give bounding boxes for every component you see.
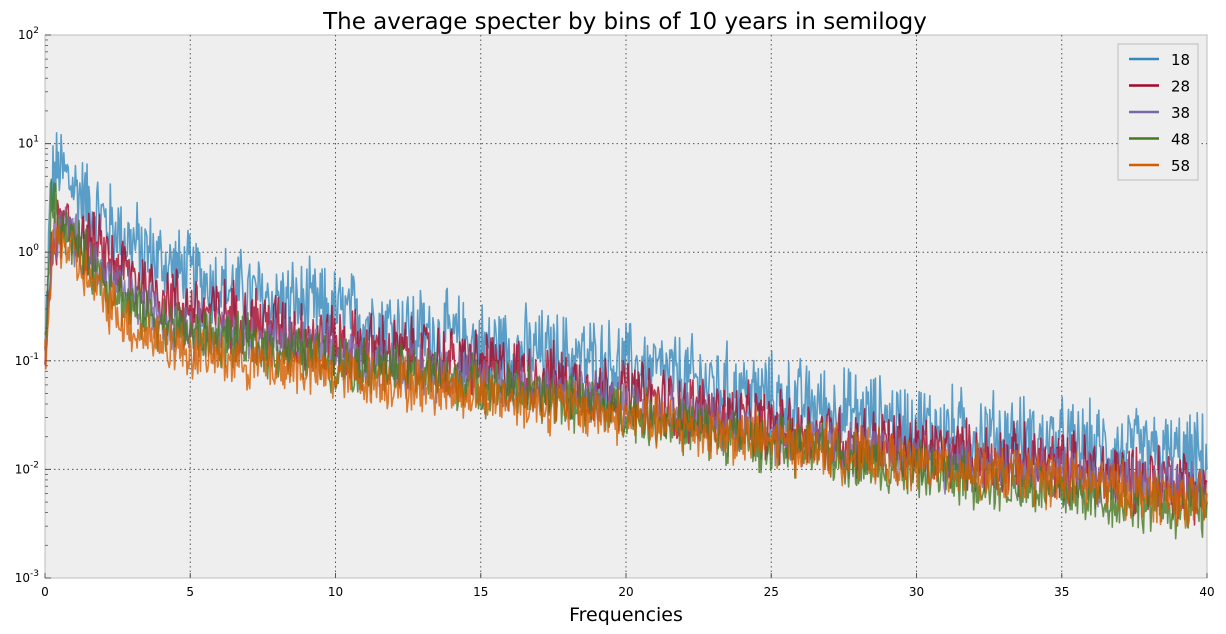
x-tick-label: 10 [328, 585, 343, 599]
series-line-58 [44, 223, 1208, 529]
legend: 18 28 38 48 58 [1117, 43, 1199, 181]
y-tick-label: 100 [18, 243, 39, 259]
x-tick-label: 15 [473, 585, 488, 599]
x-tick-label: 30 [909, 585, 924, 599]
legend-label-48: 48 [1171, 131, 1190, 149]
x-tick-label: 5 [186, 585, 194, 599]
y-tick-label: 10-1 [15, 352, 39, 368]
y-tick-label: 101 [18, 135, 39, 151]
x-tick-label: 25 [764, 585, 779, 599]
legend-label-58: 58 [1171, 157, 1190, 175]
y-tick-label: 10-3 [15, 569, 39, 585]
x-axis-label: Frequencies [569, 604, 683, 626]
legend-label-28: 28 [1171, 78, 1190, 96]
series-group [44, 132, 1208, 540]
legend-label-38: 38 [1171, 104, 1190, 122]
y-tick-label: 10-2 [15, 460, 39, 476]
x-tick-label: 0 [41, 585, 49, 599]
x-tick-label: 40 [1199, 585, 1214, 599]
x-tick-label: 20 [618, 585, 633, 599]
axes: 0 5 10 15 20 25 30 35 40 10-3 10-2 10-1 100 101 102 [15, 26, 1215, 599]
y-tick-label: 102 [18, 26, 39, 42]
x-tick-label: 35 [1054, 585, 1069, 599]
legend-label-18: 18 [1171, 51, 1190, 69]
chart-title: The average specter by bins of 10 years … [322, 9, 927, 35]
